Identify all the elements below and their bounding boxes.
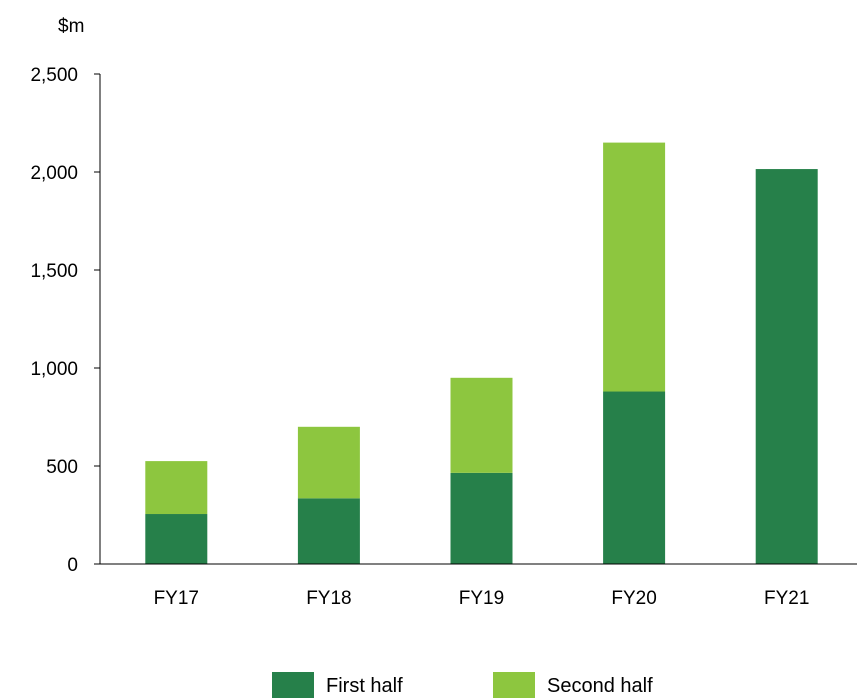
bar-fy18-series-1: [297, 498, 360, 564]
y-axis: 0 500 1,000 1,500 2,000 2,500: [30, 65, 101, 576]
bars: [145, 142, 818, 564]
legend-label-series-2: Second half: [547, 675, 653, 697]
y-tick-label: 0: [67, 555, 78, 576]
x-axis: FY17 FY18 FY19 FY20 FY21: [100, 563, 857, 609]
legend-swatch-series-2: [493, 672, 535, 698]
y-tick-label: 2,000: [30, 163, 78, 184]
bar-fy19-series-1: [450, 472, 513, 564]
y-axis-unit-label: $m: [58, 16, 84, 37]
bar-fy17-series-2: [145, 461, 208, 515]
x-tick-label: FY18: [306, 588, 351, 609]
y-tick-label: 2,500: [30, 65, 78, 86]
y-tick-label: 1,500: [30, 261, 78, 282]
bar-fy20-series-2: [603, 142, 666, 392]
bar-fy20-series-1: [603, 391, 666, 564]
bar-fy18-series-2: [297, 426, 360, 499]
x-tick-label: FY17: [154, 588, 199, 609]
bar-fy19-series-2: [450, 377, 513, 473]
legend-label-series-1: First half: [326, 675, 403, 697]
legend-swatch-series-1: [272, 672, 314, 698]
legend: First half Second half: [272, 672, 653, 698]
bar-fy21-series-1: [755, 169, 818, 564]
bar-fy17-series-1: [145, 514, 208, 564]
y-tick-label: 500: [46, 457, 78, 478]
y-tick-label: 1,000: [30, 359, 78, 380]
x-tick-label: FY19: [459, 588, 504, 609]
x-tick-label: FY21: [764, 588, 809, 609]
x-tick-label: FY20: [611, 588, 656, 609]
